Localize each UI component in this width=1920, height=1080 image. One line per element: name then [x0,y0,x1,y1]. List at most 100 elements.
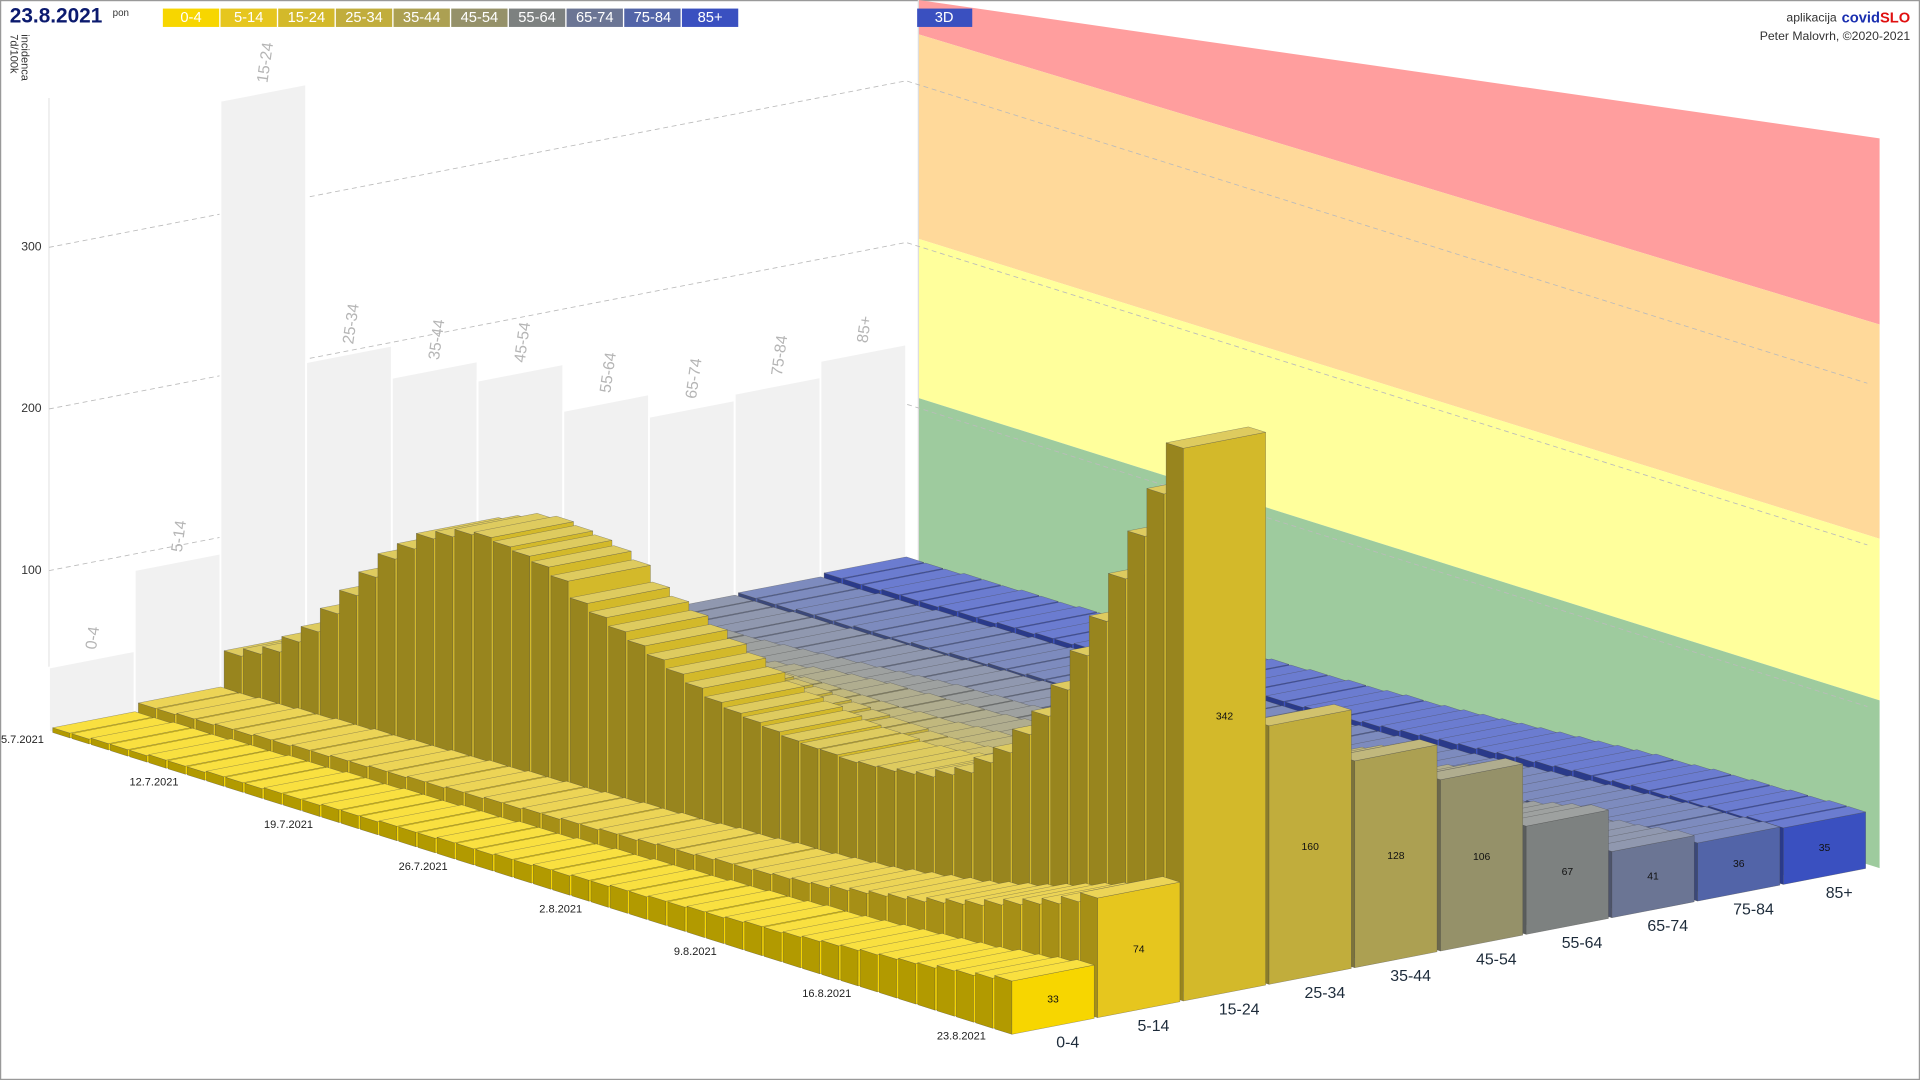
legend-label[interactable]: 75-84 [634,10,672,26]
legend-swatch[interactable] [681,8,739,27]
bar-side [744,920,763,957]
bar-side [473,531,492,784]
legend-label[interactable]: 0-4 [180,10,201,26]
view-button-label[interactable]: 3D [935,10,954,26]
wall-label: 85+ [855,315,876,344]
bar-top [994,959,1095,982]
legend-swatch[interactable] [566,8,623,27]
bar-side [454,529,473,778]
bar-top [704,680,805,703]
legend-label[interactable]: 65-74 [576,10,614,26]
bar-top [815,599,915,622]
bar-side [435,531,454,772]
bar-top [1746,800,1847,823]
bar-top [1266,679,1366,702]
legend-swatch[interactable] [220,8,277,27]
bar-top [91,721,191,744]
app-credit: aplikacija covidSLO [1786,10,1910,26]
bar-top [571,858,672,881]
bar-top [368,749,469,772]
bar-top [872,615,973,638]
legend-swatch[interactable] [624,8,681,27]
legend-label[interactable]: 25-34 [345,10,383,26]
legend-label[interactable]: 55-64 [518,10,556,26]
bar-top [949,636,1050,659]
view-button[interactable] [917,8,973,27]
wall-label: 45-54 [512,321,535,364]
category-label: 35-44 [1390,968,1431,985]
y-tick-label: 100 [21,563,42,577]
legend-swatch[interactable] [278,8,335,27]
bar-side [782,931,801,969]
bar-top [253,718,354,741]
category-label: 45-54 [1476,951,1517,968]
bar-top [743,700,843,723]
x-tick-label: 23.8.2021 [937,1030,986,1042]
legend-label[interactable]: 5-14 [234,10,263,26]
legend-label[interactable]: 35-44 [403,10,441,26]
bar-top [800,727,901,749]
bar-top [1708,789,1809,812]
bar-side [569,597,588,814]
legend-label[interactable]: 85+ [698,10,723,26]
wall-bar [219,83,308,701]
bar-side [917,962,936,1011]
category-label: 85+ [1826,885,1853,902]
x-tick-label: 5.7.2021 [1,734,44,746]
app-label: aplikacija [1786,11,1837,25]
zone-red [918,0,1880,325]
legend-swatch[interactable] [451,8,508,27]
bar-top [110,727,210,750]
bar-top [738,576,838,599]
data-label: 128 [1387,851,1405,862]
bar-side [358,571,377,748]
bar-top [437,821,537,844]
data-label: 36 [1733,859,1745,870]
bar-side [531,561,550,802]
legend-swatch[interactable] [162,8,220,27]
bar-top [531,545,632,568]
bar-side [493,541,511,790]
bar-top [340,794,441,816]
x-tick-label: 26.7.2021 [399,861,448,873]
weekday: pon [113,8,129,19]
bar-top [646,638,747,661]
bar-top [512,534,613,557]
bar-side [955,969,974,1023]
bar [1508,804,1609,935]
bar-side [975,972,993,1029]
category-label: 75-84 [1733,901,1774,918]
bar [994,959,1095,1035]
legend-label[interactable]: 15-24 [288,10,326,26]
bar-top [522,791,623,814]
bar-top [762,710,862,732]
bar-top [561,802,661,824]
bar-top [570,581,670,604]
bar-top [167,744,268,767]
wall-label: 35-44 [426,318,449,361]
category-label: 15-24 [1219,1001,1260,1018]
bar-top [723,691,824,714]
grid-line [48,403,1868,707]
data-label: 74 [1133,945,1145,956]
bar-top [138,686,238,709]
app-name: SLO [1880,10,1910,26]
bar [1594,829,1695,919]
bar-top [627,624,728,647]
y-tick-label: 200 [21,401,42,415]
legend-swatch[interactable] [335,8,393,27]
bar-top [657,827,758,850]
bar-side [802,935,820,975]
bar-top [484,781,585,803]
legend-label[interactable]: 45-54 [461,10,499,26]
legend-swatch[interactable] [393,8,450,27]
bar-top [819,733,920,755]
bar-top [939,589,1040,612]
bar-top [225,761,326,783]
bar-top [744,904,845,927]
bar-side [879,953,897,999]
legend-swatch[interactable] [508,8,566,27]
legend: 0-4 5-14 15-24 25-34 35-44 45-54 55-64 65-74 75-… [162,8,739,27]
app-name: covid [1842,10,1880,26]
wall-bar [819,343,908,584]
